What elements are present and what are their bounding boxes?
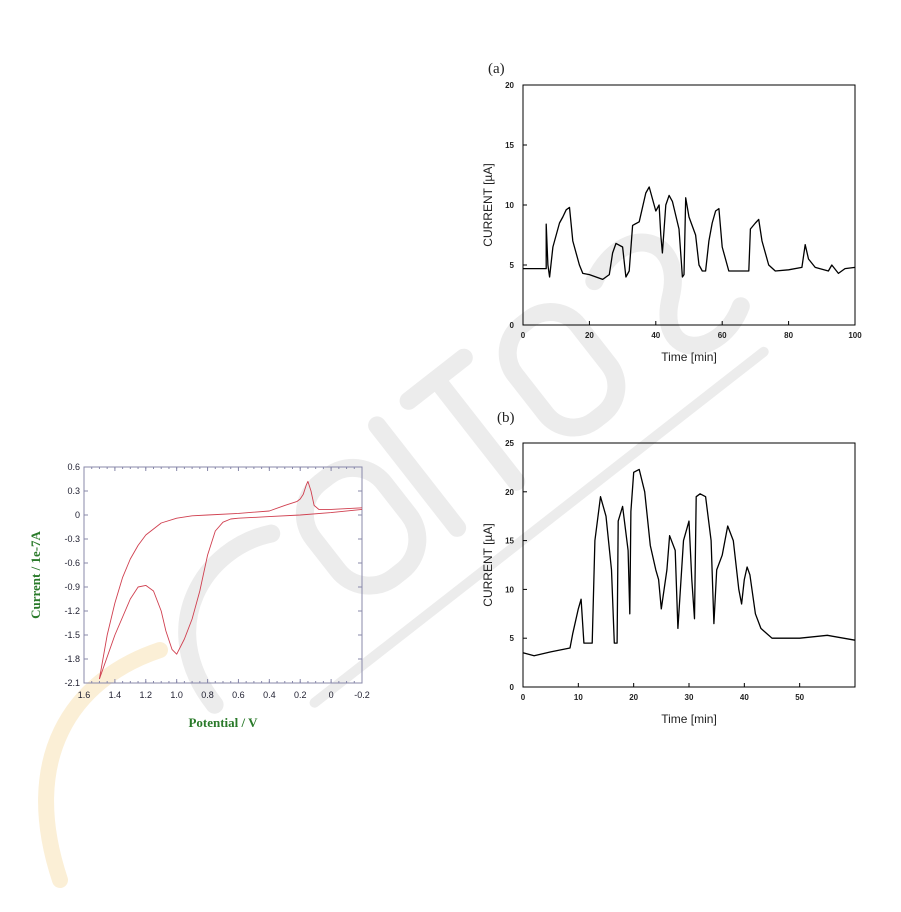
y-tick-label: -0.9 [64,582,80,592]
x-tick-label: 10 [574,693,583,702]
y-tick-label: 10 [505,201,514,210]
y-tick-label: 5 [510,634,515,643]
current-time-chart-a: 0 20 40 60 80 100 0 5 10 15 20 Time [min] CURRENT [µ… [481,61,862,364]
y-tick-label: 20 [505,488,514,497]
y-tick-label: -1.8 [64,654,80,664]
x-tick-label: 0 [521,693,526,702]
y-tick-label: -2.1 [64,678,80,688]
current-time-chart-b: 0 10 20 30 40 50 0 5 10 15 20 25 Time [min] CURRENT [… [481,410,856,726]
x-tick-label: -0.2 [354,690,370,700]
series-line-current [522,468,856,657]
y-tick-label: -0.3 [64,534,80,544]
x-tick-label: 40 [740,693,749,702]
panel-label: (a) [488,61,505,77]
y-tick-label: 25 [505,439,514,448]
x-tick-label: 0.2 [294,690,307,700]
watermark-shape [585,233,750,355]
x-tick-label: 0.8 [201,690,214,700]
y-tick-label: 10 [505,585,514,594]
x-tick-label: 80 [784,331,793,340]
x-axis-label: Time [min] [661,350,717,364]
x-tick-label: 1.2 [140,690,153,700]
x-tick-label: 30 [685,693,694,702]
x-axis-label: Potential / V [188,715,258,730]
x-axis-label: Time [min] [661,712,717,726]
y-tick-label: -1.2 [64,606,80,616]
y-tick-label: 15 [505,141,514,150]
watermark-shape [498,302,626,437]
y-tick-label: 0.3 [67,486,80,496]
x-tick-label: 0.6 [232,690,245,700]
x-tick-label: 40 [651,331,660,340]
watermark-swoosh [178,524,281,714]
y-tick-label: 0.6 [67,462,80,472]
series-line-current [523,186,856,281]
y-tick-label: -0.6 [64,558,80,568]
plot-frame [83,466,363,684]
watermark-tagline-bar [309,346,769,708]
y-axis-label: Current / 1e-7A [28,530,43,618]
cv-chart: 1.6 1.4 1.2 1.0 0.8 0.6 0.4 0.2 0 -0.2 0.6 0.3 0 -0.3… [28,462,370,730]
series-line-cathodic-sweep [98,508,363,680]
x-tick-label: 0 [521,331,526,340]
x-tick-label: 100 [848,331,862,340]
x-tick-label: 0.4 [263,690,276,700]
panel-label: (b) [497,410,515,426]
watermark-shape [368,348,526,537]
y-tick-label: 0 [510,683,515,692]
y-tick-label: -1.5 [64,630,80,640]
watermark-orange-arc [38,642,168,888]
y-axis-label: CURRENT [µA] [481,163,495,246]
y-tick-label: 0 [510,321,515,330]
x-tick-label: 1.0 [170,690,183,700]
y-tick-label: 20 [505,81,514,90]
y-axis-label: CURRENT [µA] [481,523,495,606]
watermark-logo [178,233,769,714]
x-tick-label: 60 [718,331,727,340]
x-tick-label: 1.6 [78,690,91,700]
plot-frame [522,84,856,326]
x-tick-label: 20 [629,693,638,702]
y-tick-label: 5 [510,261,515,270]
series-line-anodic-sweep [98,480,363,680]
y-tick-label: 0 [75,510,80,520]
watermark-shape [295,458,427,595]
plot-frame [522,442,856,688]
x-tick-label: 0 [329,690,334,700]
y-tick-label: 15 [505,537,514,546]
x-tick-label: 50 [795,693,804,702]
x-tick-label: 1.4 [109,690,122,700]
x-tick-label: 20 [585,331,594,340]
